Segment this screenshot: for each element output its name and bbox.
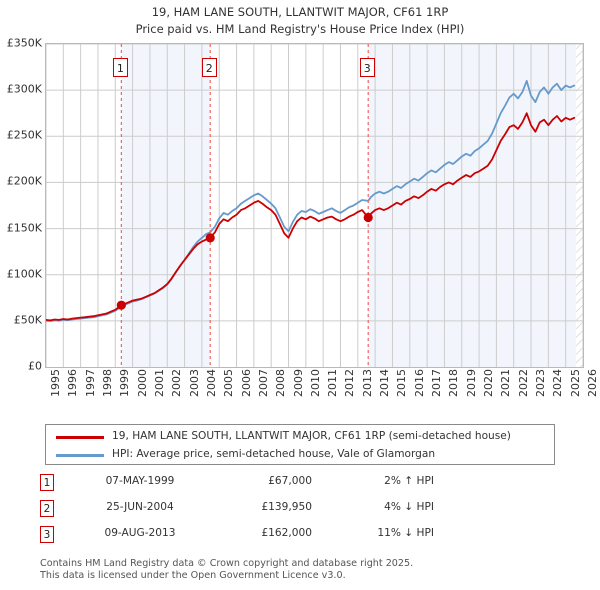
chart-legend: 19, HAM LANE SOUTH, LLANTWIT MAJOR, CF61… [45, 424, 555, 465]
transaction-price: £162,000 [261, 527, 312, 539]
transaction-price: £67,000 [268, 475, 312, 487]
y-tick-label: £250K [6, 128, 42, 142]
transaction-hpi-delta: 2% ↑ HPI [384, 475, 434, 487]
transaction-index: 1 [40, 474, 54, 491]
y-tick-label: £200K [6, 174, 42, 188]
table-row[interactable]: 3 09-AUG-2013 £162,000 11% ↓ HPI [40, 524, 460, 550]
x-tick-label: 2018 [447, 369, 461, 397]
footer-line2: This data is licensed under the Open Gov… [40, 569, 346, 581]
x-tick-label: 2004 [204, 369, 218, 397]
x-tick-label: 2014 [378, 369, 392, 397]
y-tick-label: £50K [13, 313, 42, 327]
x-tick-label: 1996 [66, 369, 80, 397]
y-axis-labels: £0 £50K £100K £150K £200K £250K £300K £350K [0, 0, 44, 373]
x-tick-label: 2016 [412, 369, 426, 397]
x-tick-label: 1998 [100, 369, 114, 397]
x-tick-label: 2020 [482, 369, 496, 397]
x-tick-label: 2024 [551, 369, 565, 397]
x-tick-label: 2006 [239, 369, 253, 397]
legend-swatch-property [56, 436, 104, 439]
event-marker-1[interactable]: 1 [112, 58, 128, 77]
y-tick-label: £100K [6, 267, 42, 281]
x-tick-label: 2001 [152, 369, 166, 397]
x-tick-label: 2000 [135, 369, 149, 397]
x-tick-label: 1997 [83, 369, 97, 397]
transaction-index: 3 [40, 526, 54, 543]
x-tick-label: 2025 [568, 369, 582, 397]
footer-line1: Contains HM Land Registry data © Crown c… [40, 558, 414, 569]
x-axis-labels: 1995 1996 1997 1998 1999 2000 2001 2002 2003 2004… [0, 369, 600, 417]
x-tick-label: 2017 [430, 369, 444, 397]
event-marker-3[interactable]: 3 [359, 58, 375, 77]
x-tick-label: 2023 [534, 369, 548, 397]
x-tick-label: 2026 [586, 369, 599, 397]
legend-item-property: 19, HAM LANE SOUTH, LLANTWIT MAJOR, CF61… [46, 427, 554, 447]
y-tick-label: £300K [6, 82, 42, 96]
x-tick-label: 2022 [516, 369, 530, 397]
transaction-date: 07-MAY-1999 [105, 475, 175, 487]
x-tick-label: 2019 [464, 369, 478, 397]
legend-item-hpi: HPI: Average price, semi-detached house,… [46, 445, 554, 465]
chart-canvas [46, 44, 583, 367]
transactions-table: 1 07-MAY-1999 £67,000 2% ↑ HPI 2 25-JUN-2004 £… [40, 472, 460, 550]
x-tick-label: 2007 [256, 369, 270, 397]
x-tick-label: 2015 [395, 369, 409, 397]
x-tick-label: 2008 [274, 369, 288, 397]
y-tick-label: £350K [6, 36, 42, 50]
x-tick-label: 2012 [343, 369, 357, 397]
x-tick-label: 2011 [326, 369, 340, 397]
plot-area [45, 43, 584, 368]
legend-label-hpi: HPI: Average price, semi-detached house,… [112, 448, 436, 460]
legend-label-property: 19, HAM LANE SOUTH, LLANTWIT MAJOR, CF61… [112, 430, 511, 442]
transaction-date: 25-JUN-2004 [106, 501, 174, 513]
x-tick-label: 2021 [499, 369, 513, 397]
x-tick-label: 2010 [308, 369, 322, 397]
chart-title-line2: Price paid vs. HM Land Registry's House … [135, 22, 465, 36]
transaction-index: 2 [40, 500, 54, 517]
transaction-price: £139,950 [261, 501, 312, 513]
x-tick-label: 2009 [291, 369, 305, 397]
x-tick-label: 2005 [222, 369, 236, 397]
footer-attribution: Contains HM Land Registry data © Crown c… [40, 558, 580, 581]
y-tick-label: £150K [6, 221, 42, 235]
transaction-hpi-delta: 11% ↓ HPI [377, 527, 434, 539]
x-tick-label: 2003 [187, 369, 201, 397]
x-tick-label: 2002 [170, 369, 184, 397]
x-tick-label: 1995 [49, 369, 62, 397]
x-tick-label: 1999 [118, 369, 132, 397]
table-row[interactable]: 1 07-MAY-1999 £67,000 2% ↑ HPI [40, 472, 460, 498]
table-row[interactable]: 2 25-JUN-2004 £139,950 4% ↓ HPI [40, 498, 460, 524]
transaction-hpi-delta: 4% ↓ HPI [384, 501, 434, 513]
chart-title-line1: 19, HAM LANE SOUTH, LLANTWIT MAJOR, CF61… [151, 5, 449, 19]
y-tick-label: £0 [28, 359, 42, 373]
x-tick-label: 2013 [360, 369, 374, 397]
legend-swatch-hpi [56, 454, 104, 457]
transaction-date: 09-AUG-2013 [104, 527, 176, 539]
event-marker-2[interactable]: 2 [201, 58, 217, 77]
